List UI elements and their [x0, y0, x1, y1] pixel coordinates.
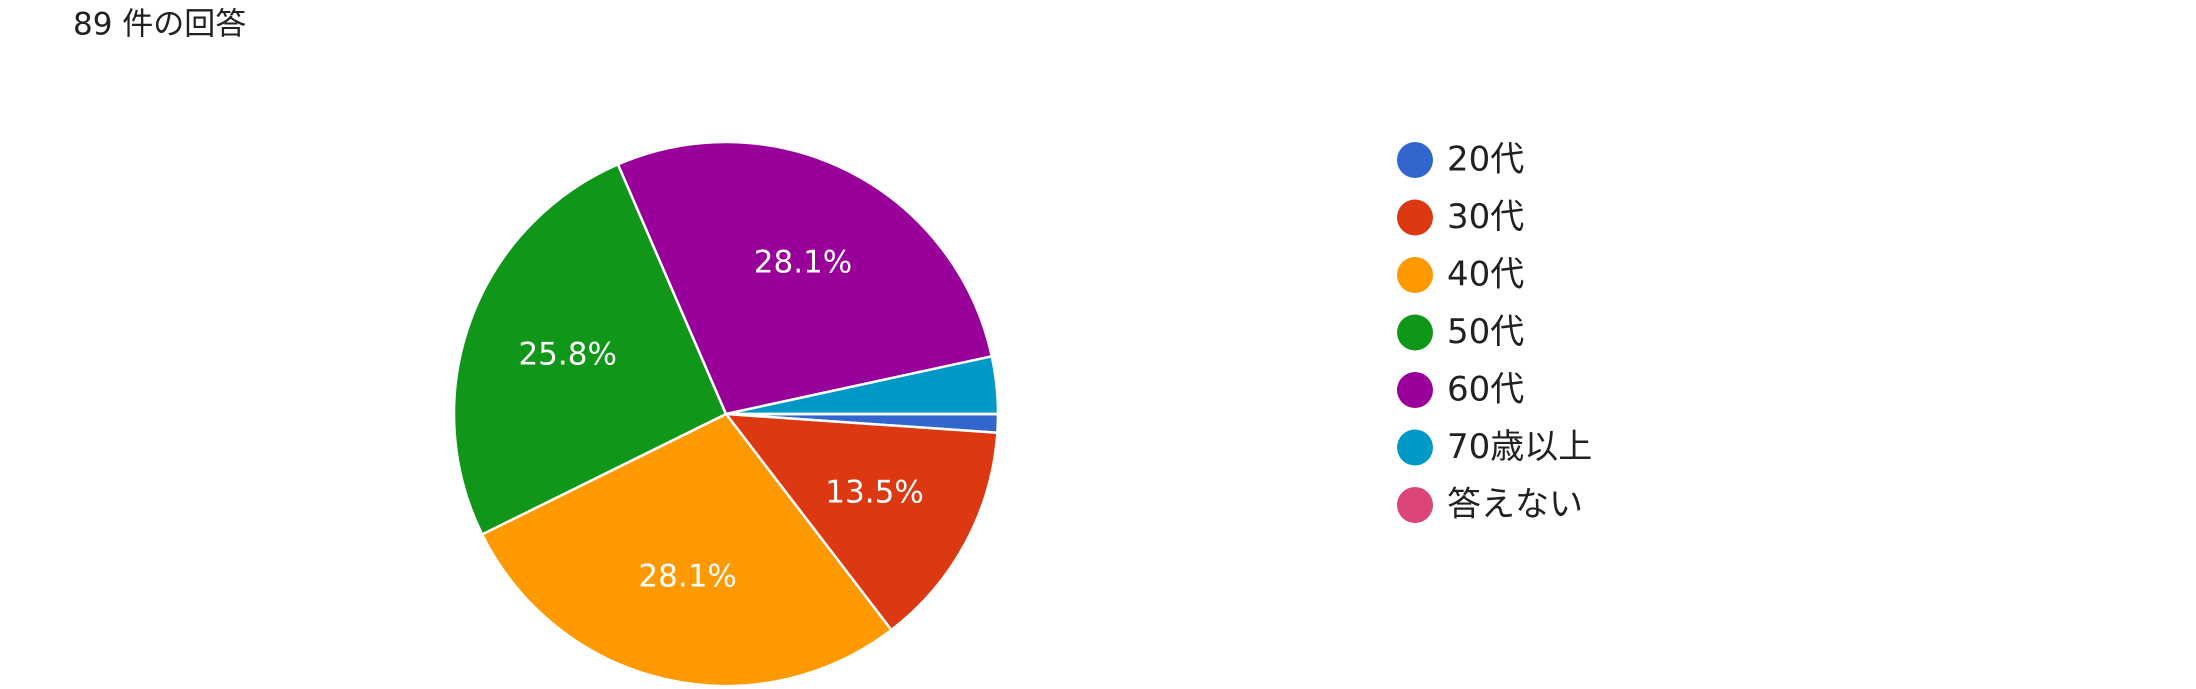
- slice-label: 28.1%: [754, 244, 852, 280]
- pie-slice: [723, 412, 999, 632]
- slice-label: 13.5%: [825, 474, 923, 510]
- legend-marker: [1397, 487, 1433, 523]
- legend-marker: [1397, 199, 1433, 236]
- slice-label: 28.1%: [638, 559, 736, 595]
- pie-slice: [480, 412, 894, 688]
- legend-marker: [1397, 429, 1433, 466]
- legend-label: 60代: [1447, 370, 1524, 410]
- legend-marker: [1397, 142, 1433, 178]
- legend-label: 70歳以上: [1447, 427, 1592, 467]
- pie-slice: [616, 140, 994, 416]
- legend-marker: [1397, 257, 1433, 293]
- legend-label: 答えない: [1447, 485, 1583, 525]
- legend-marker: [1397, 372, 1433, 408]
- legend-marker: [1397, 314, 1433, 351]
- legend-label: 40代: [1447, 255, 1524, 295]
- chart-title: 89 件の回答: [73, 7, 246, 43]
- legend-label: 20代: [1447, 140, 1524, 180]
- slice-label: 25.8%: [518, 336, 616, 372]
- legend-label: 30代: [1447, 197, 1524, 237]
- legend-label: 50代: [1447, 312, 1524, 352]
